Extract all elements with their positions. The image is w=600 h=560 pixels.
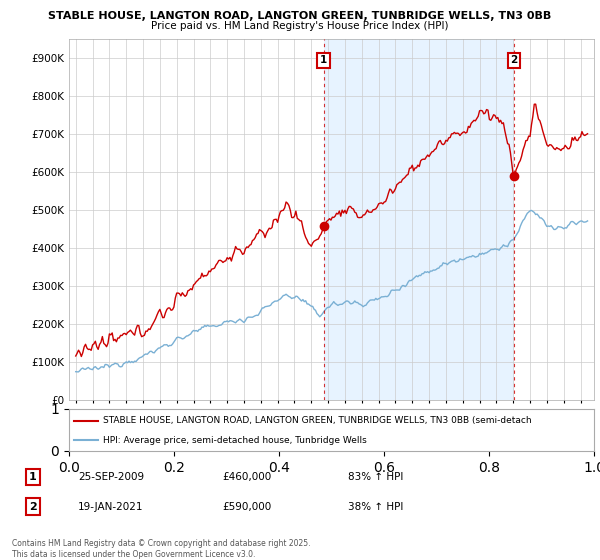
Bar: [323, 39, 514, 400]
Text: 1: 1: [320, 55, 327, 65]
Text: 38% ↑ HPI: 38% ↑ HPI: [348, 502, 403, 512]
Text: STABLE HOUSE, LANGTON ROAD, LANGTON GREEN, TUNBRIDGE WELLS, TN3 0BB (semi-detach: STABLE HOUSE, LANGTON ROAD, LANGTON GREE…: [103, 416, 532, 425]
Text: 19-JAN-2021: 19-JAN-2021: [78, 502, 143, 512]
Text: £590,000: £590,000: [222, 502, 271, 512]
Text: 2: 2: [511, 55, 518, 65]
Text: HPI: Average price, semi-detached house, Tunbridge Wells: HPI: Average price, semi-detached house,…: [103, 436, 367, 445]
Text: 25-SEP-2009: 25-SEP-2009: [78, 472, 144, 482]
Text: 83% ↑ HPI: 83% ↑ HPI: [348, 472, 403, 482]
Text: 2: 2: [29, 502, 37, 512]
Text: £460,000: £460,000: [222, 472, 271, 482]
Text: Price paid vs. HM Land Registry's House Price Index (HPI): Price paid vs. HM Land Registry's House …: [151, 21, 449, 31]
Text: 1: 1: [29, 472, 37, 482]
Text: Contains HM Land Registry data © Crown copyright and database right 2025.
This d: Contains HM Land Registry data © Crown c…: [12, 539, 311, 559]
Text: STABLE HOUSE, LANGTON ROAD, LANGTON GREEN, TUNBRIDGE WELLS, TN3 0BB: STABLE HOUSE, LANGTON ROAD, LANGTON GREE…: [49, 11, 551, 21]
